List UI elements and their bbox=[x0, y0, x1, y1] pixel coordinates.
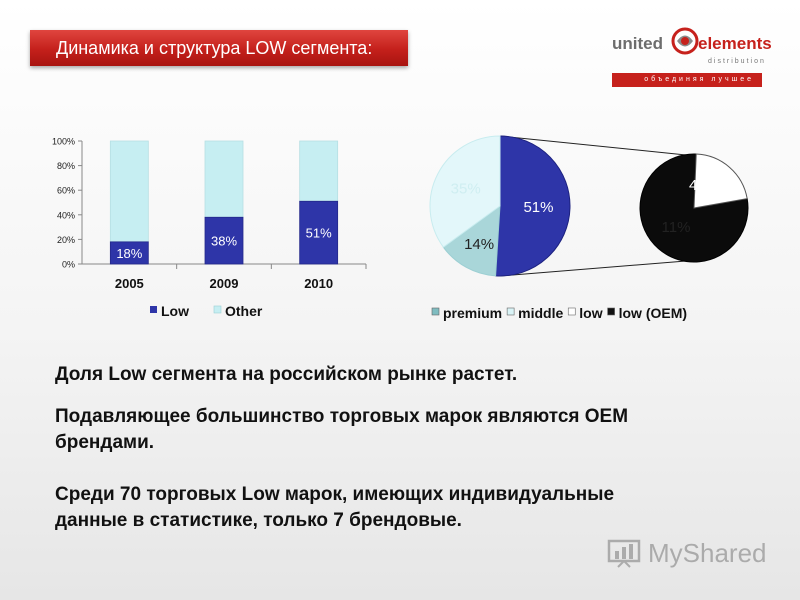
logo-word-united: united bbox=[612, 34, 663, 53]
bar-other bbox=[109, 140, 149, 243]
legend-label-low: Low bbox=[161, 303, 189, 319]
legend-swatch-3 bbox=[607, 307, 615, 316]
bar-legend: Low Other bbox=[150, 303, 263, 319]
bar-other bbox=[204, 140, 244, 218]
pie-of-pie-chart: 51% 14% 35% 40% 11% premium middle low low (OEM) bbox=[429, 135, 749, 321]
x-tick-label: 2005 bbox=[115, 276, 144, 291]
x-tick-label: 2010 bbox=[304, 276, 333, 291]
subpie-label-low: 11% bbox=[662, 219, 691, 236]
bar-value-label: 51% bbox=[306, 226, 332, 241]
subpie-slice-low bbox=[693, 153, 748, 209]
y-tick-label: 60% bbox=[57, 186, 75, 196]
body-line-3b: данные в статистике, только 7 брендовые. bbox=[55, 510, 462, 531]
logo-word-distribution: distribution bbox=[708, 58, 766, 65]
bar-value-label: 38% bbox=[211, 234, 237, 249]
body-line-2a: Подавляющее большинство торговых марок я… bbox=[55, 406, 629, 427]
logo-swirl-icon bbox=[671, 27, 699, 55]
pie-legend: premium middle low low (OEM) bbox=[431, 305, 687, 321]
pie-label-low: 51% bbox=[523, 199, 553, 216]
subpie-label-oem: 40% bbox=[689, 177, 719, 194]
connector-line bbox=[499, 135, 687, 156]
y-tick-label: 0% bbox=[62, 260, 75, 270]
legend-swatch-other bbox=[213, 305, 222, 314]
watermark-text: MyShared bbox=[648, 538, 767, 568]
y-tick-label: 40% bbox=[57, 210, 75, 220]
logo-word-elements: elements bbox=[698, 34, 772, 53]
chart-board-icon bbox=[607, 539, 641, 568]
y-tick-label: 80% bbox=[57, 161, 75, 171]
bar-low bbox=[204, 216, 244, 265]
slide-title: Динамика и структура LOW сегмента: bbox=[30, 30, 408, 66]
body-line-3a: Среди 70 торговых Low марок, имеющих инд… bbox=[55, 484, 615, 505]
pie-slice-middle bbox=[429, 135, 501, 248]
legend-swatch-2 bbox=[567, 307, 576, 316]
legend-swatch-1 bbox=[506, 307, 515, 316]
company-logo: united elements distribution объединяя л… bbox=[612, 26, 772, 90]
body-paragraph-1: Доля Low сегмента на российском рынке ра… bbox=[55, 362, 755, 388]
legend-label-3: low (OEM) bbox=[619, 305, 687, 321]
watermark: MyShared bbox=[606, 536, 776, 572]
x-tick-label: 2009 bbox=[210, 276, 239, 291]
bar-value-label: 18% bbox=[116, 246, 142, 261]
legend-label-0: premium bbox=[443, 305, 502, 321]
bar-other bbox=[299, 140, 339, 202]
pie-slice-premium bbox=[442, 204, 501, 277]
pie-label-premium: 14% bbox=[464, 236, 494, 253]
logo-tagline: объединяя лучшее bbox=[612, 73, 762, 87]
connector-line bbox=[499, 260, 687, 277]
legend-swatch-low bbox=[150, 306, 157, 313]
body-line-1: Доля Low сегмента на российском рынке ра… bbox=[55, 364, 518, 385]
y-tick-label: 100% bbox=[52, 137, 75, 147]
pie-slice-low bbox=[495, 135, 571, 277]
legend-label-2: low bbox=[579, 305, 602, 321]
y-tick-label: 20% bbox=[57, 235, 75, 245]
bar-low bbox=[109, 241, 149, 265]
bar-low bbox=[299, 200, 339, 265]
legend-swatch-0 bbox=[431, 307, 440, 316]
pie-label-middle: 35% bbox=[451, 181, 481, 198]
stacked-bar-chart: 0% 20% 40% 60% 80% 100% 18% 2005 38% 2009 51% 2010 L… bbox=[52, 137, 367, 319]
body-line-2b: брендами. bbox=[55, 432, 155, 453]
body-paragraph-2: Подавляющее большинство торговых марок я… bbox=[55, 404, 755, 456]
body-paragraph-3: Среди 70 торговых Low марок, имеющих инд… bbox=[55, 482, 755, 534]
legend-label-1: middle bbox=[518, 305, 563, 321]
legend-label-other: Other bbox=[225, 303, 263, 319]
